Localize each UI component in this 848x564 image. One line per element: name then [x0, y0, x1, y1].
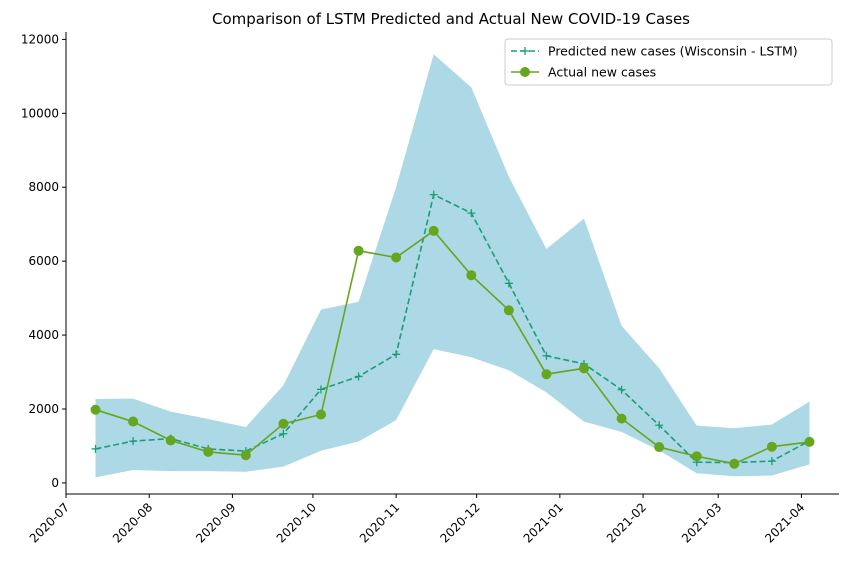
series-2-point	[391, 252, 402, 263]
x-tick-label: 2021-01	[521, 500, 566, 545]
x-tick-label: 2021-02	[604, 500, 649, 545]
y-tick-label: 2000	[28, 402, 59, 416]
uncertainty-band	[95, 54, 810, 478]
y-tick-label: 8000	[28, 180, 59, 194]
x-tick-label: 2020-11	[357, 500, 402, 545]
y-tick-label: 4000	[28, 328, 59, 342]
series-1-point	[429, 190, 438, 199]
x-tick-label: 2020-09	[193, 500, 238, 545]
y-tick-label: 12000	[21, 32, 59, 46]
legend-label: Predicted new cases (Wisconsin - LSTM)	[548, 44, 798, 59]
series-2-line	[95, 229, 810, 465]
legend-label: Actual new cases	[548, 65, 656, 80]
series-1-point	[767, 457, 776, 466]
series-2-point	[315, 409, 326, 420]
series-2-point	[278, 418, 289, 429]
series-2-point	[541, 369, 552, 380]
x-tick-label: 2020-12	[437, 500, 482, 545]
chart-title: Comparison of LSTM Predicted and Actual …	[212, 10, 690, 28]
legend: Predicted new cases (Wisconsin - LSTM) Ac…	[504, 38, 833, 86]
series-1-point	[354, 372, 363, 381]
series-1-point	[316, 385, 325, 394]
x-tick-label: 2021-03	[679, 500, 724, 545]
series-2-point	[503, 305, 514, 316]
series-1-point	[467, 209, 476, 218]
series-2-point	[428, 225, 439, 236]
legend-box	[504, 38, 833, 86]
series-2-point	[203, 446, 214, 457]
series-2-point	[128, 416, 139, 427]
x-tick-label: 2021-04	[762, 500, 807, 545]
series-2-point	[691, 451, 702, 462]
series-2-point	[616, 413, 627, 424]
series-1-point	[655, 421, 664, 430]
y-tick-label: 10000	[21, 106, 59, 120]
series-2-point	[579, 363, 590, 374]
series-1-point	[392, 350, 401, 359]
y-tick-label: 6000	[28, 254, 59, 268]
series-2-point	[353, 245, 364, 256]
series-1-point	[617, 385, 626, 394]
series-2-point	[240, 450, 251, 461]
series-2-point	[766, 441, 777, 452]
legend-swatch-marker	[521, 47, 529, 55]
series-2-point	[804, 436, 815, 447]
y-tick-label: 0	[51, 476, 59, 490]
x-tick-label: 2020-08	[110, 500, 155, 545]
series-1-point	[129, 437, 138, 446]
legend-swatch-marker	[520, 67, 530, 77]
series-2-point	[165, 435, 176, 446]
x-tick-label: 2020-10	[274, 500, 319, 545]
series-1-point	[542, 351, 551, 360]
x-tick-label: 2020-07	[27, 500, 72, 545]
series-1-line	[95, 193, 810, 464]
series-2-point	[654, 442, 665, 453]
series-2-point	[90, 404, 101, 415]
series-layer	[90, 190, 815, 469]
series-2-point	[729, 458, 740, 469]
series-2-point	[466, 270, 477, 281]
uncertainty-band-layer	[95, 54, 810, 478]
series-1-point	[91, 444, 100, 453]
series-1-point	[504, 279, 513, 288]
series-2	[90, 225, 815, 469]
series-1-point	[279, 429, 288, 438]
